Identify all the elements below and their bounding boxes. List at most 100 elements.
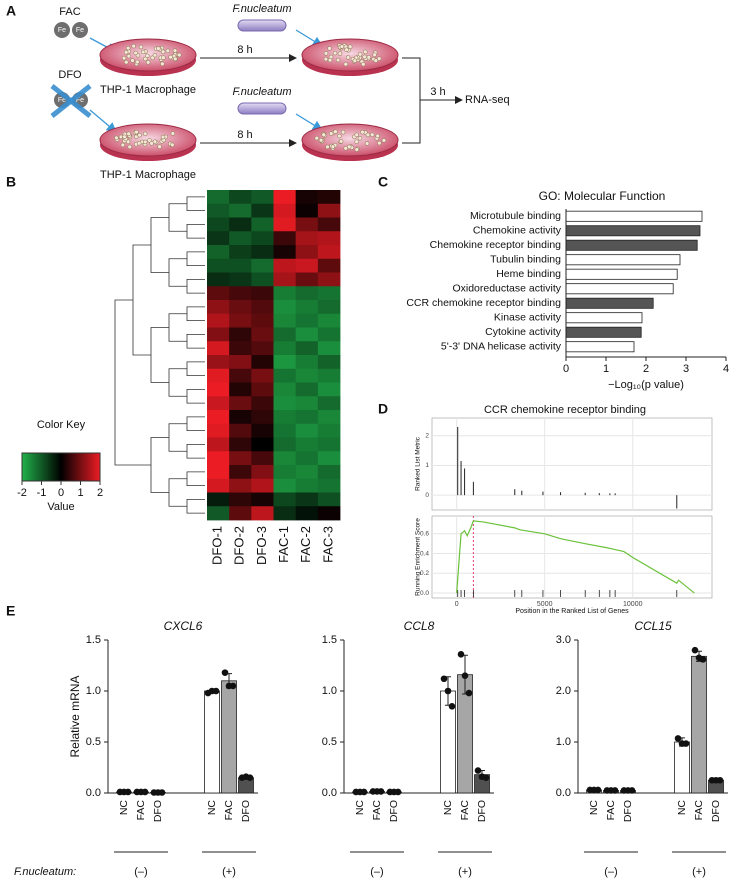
cell [347, 144, 352, 150]
x-tick-label: NC [676, 800, 688, 816]
y-tick-label: 0.0 [322, 787, 337, 799]
heatmap-cell [317, 190, 341, 205]
heatmap-cell [251, 231, 274, 246]
cell [165, 48, 171, 54]
cell [126, 53, 132, 59]
bacterium [237, 19, 287, 32]
heatmap-cell [251, 258, 274, 273]
ion-label: Fe [76, 97, 84, 104]
cell [130, 58, 135, 63]
category-label: CCR chemokine receptor binding [406, 297, 561, 309]
heatmap-cell [295, 451, 319, 466]
cell [363, 49, 368, 55]
cell [143, 56, 148, 62]
x-tick-label: FAC [693, 800, 705, 821]
replicate-point [229, 682, 237, 690]
cell [135, 59, 140, 65]
replicate-point [246, 774, 254, 781]
heatmap-cell [317, 217, 341, 232]
dendrogram-branch [186, 278, 205, 294]
cell [327, 46, 332, 51]
heatmap-cell [207, 327, 230, 342]
culture-dish [99, 38, 197, 76]
heatmap-cell [295, 190, 319, 205]
heatmap-cell [317, 300, 341, 315]
replicate-point [360, 788, 368, 796]
x-tick-label: NC [206, 800, 218, 816]
cell [357, 135, 363, 141]
heatmap-cell [251, 465, 274, 480]
x-axis-label: −Log₁₀(p value) [608, 379, 684, 391]
heatmap-cell [273, 355, 297, 370]
heatmap-cell [207, 410, 230, 425]
dendrogram-branch [186, 306, 205, 322]
x-tick-label: NC [442, 800, 454, 816]
output-label: RNA-seq [465, 94, 510, 106]
heatmap-cell [273, 190, 297, 205]
heatmap-cell [295, 396, 319, 411]
time-label: 8 h [237, 129, 252, 141]
replicate-point [158, 789, 166, 796]
bacterium [237, 102, 287, 115]
bar [565, 239, 698, 251]
heatmap-cell [251, 327, 274, 342]
heatmap-cell [207, 451, 230, 466]
heatmap-cell [229, 286, 252, 301]
cell-label: THP-1 Macrophage [100, 169, 196, 181]
x-tick-label: FAC [605, 800, 617, 821]
cell [152, 52, 158, 58]
cell [170, 131, 176, 136]
heatmap-cell [317, 410, 341, 425]
y-tick-label: 0.0 [420, 590, 429, 597]
replicate-point [377, 788, 385, 795]
dendrogram-branch [168, 423, 187, 452]
color-key-title: Color Key [37, 419, 86, 431]
heatmap-cell [317, 245, 341, 260]
panel-label: B [6, 174, 16, 190]
cell [160, 134, 166, 140]
heatmap-cell [273, 492, 297, 507]
x-axis-label: Position in the Ranked List of Genes [515, 608, 629, 615]
heatmap-cell [317, 423, 341, 438]
cross [50, 84, 92, 118]
chart-title: CXCL6 [164, 619, 203, 633]
heatmap-cell [295, 478, 319, 493]
heatmap-cell [207, 286, 230, 301]
heatmap-cell [295, 300, 319, 315]
heatmap-cell [295, 423, 319, 438]
bar [565, 268, 678, 280]
treatment-label: DFO [58, 69, 82, 81]
cell [333, 129, 338, 134]
x-tick-label: FAC [371, 800, 383, 821]
category-label: 5'-3' DNA helicase activity [441, 341, 562, 353]
bracket [402, 57, 421, 144]
heatmap-cell [207, 341, 230, 356]
cell [321, 132, 326, 137]
cell [121, 55, 127, 61]
heatmap-cell [229, 465, 252, 480]
column-label: DFO-3 [254, 526, 269, 565]
replicate-point [628, 787, 636, 794]
replicate-point [611, 787, 619, 794]
heatmap-cell [295, 245, 319, 260]
heatmap-cell [229, 506, 252, 521]
dendrogram-branch [186, 416, 205, 432]
ion-label: Fe [76, 27, 84, 34]
heatmap-cell [229, 327, 252, 342]
heatmap-cell [251, 217, 274, 232]
cell [339, 44, 345, 49]
heatmap-cell [295, 492, 319, 507]
dendrogram-branch [168, 203, 187, 232]
dendrogram-branch [186, 498, 205, 514]
heatmap-cell [273, 245, 297, 260]
time-label: 8 h [237, 44, 252, 56]
cell [369, 132, 375, 137]
group-label: (+) [222, 866, 236, 878]
chart-title: CCL8 [404, 619, 435, 633]
replicate-point [465, 689, 473, 697]
x-tick-label: DFO [710, 800, 722, 822]
y-tick-label: 1.0 [86, 685, 101, 697]
dendrogram-branch [186, 333, 205, 349]
dendrogram-branch [186, 443, 205, 459]
replicate-point [440, 675, 448, 683]
